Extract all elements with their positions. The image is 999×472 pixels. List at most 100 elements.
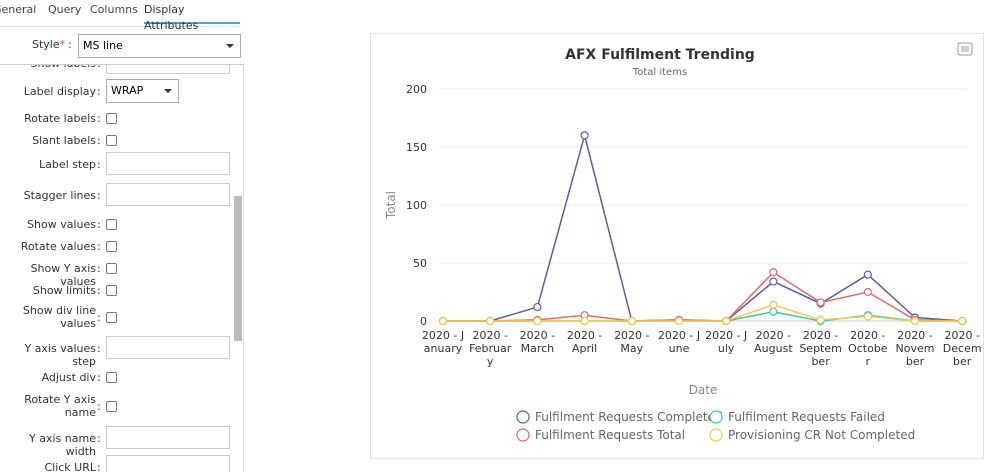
legend-marker xyxy=(709,410,723,424)
point xyxy=(816,298,825,307)
checkbox[interactable] xyxy=(106,241,117,252)
checkbox[interactable] xyxy=(106,372,117,383)
y-tick-label: 100 xyxy=(406,199,427,212)
point xyxy=(863,312,872,321)
x-tick-label: 2020 - December xyxy=(942,329,982,368)
point xyxy=(486,316,495,326)
text-input[interactable] xyxy=(106,455,230,472)
text-input[interactable] xyxy=(106,426,230,449)
text-input[interactable] xyxy=(106,336,230,359)
y-tick-label: 50 xyxy=(413,257,427,270)
separator: : xyxy=(97,134,101,147)
style-label: Style* xyxy=(32,38,65,51)
legend-label: Fulfilment Requests Total xyxy=(535,428,685,442)
point xyxy=(627,316,636,326)
field-label: Show labels xyxy=(4,65,96,70)
select-value: WRAP xyxy=(111,84,144,97)
menu-button[interactable] xyxy=(957,42,973,56)
series-line xyxy=(443,303,963,322)
legend-label: Provisioning CR Not Completed xyxy=(728,428,915,442)
separator: : xyxy=(97,284,101,297)
select[interactable]: WRAP xyxy=(106,79,179,103)
point xyxy=(769,307,778,316)
select-value: MS line xyxy=(83,39,123,52)
x-tick-label: 2020 - February xyxy=(469,329,512,368)
separator: : xyxy=(97,65,101,70)
checkbox[interactable] xyxy=(106,285,117,296)
checkbox[interactable] xyxy=(106,219,117,230)
field-label: Rotate Y axis name xyxy=(24,393,96,419)
series xyxy=(438,307,967,326)
point xyxy=(580,316,589,326)
x-tick-label: 2020 - August xyxy=(754,329,793,355)
separator: : xyxy=(97,311,101,324)
field-label: Slant labels xyxy=(32,134,96,147)
field-label: Rotate values xyxy=(20,240,96,253)
separator: : xyxy=(97,400,101,413)
x-tick-label: 2020 - January xyxy=(421,329,465,355)
series xyxy=(438,268,967,326)
checkbox[interactable] xyxy=(106,263,117,274)
separator: : xyxy=(97,342,101,355)
chart-card: AFX Fulfilment Trending Total items Tota… xyxy=(370,33,984,459)
checkbox[interactable] xyxy=(106,401,117,412)
y-tick-label: 0 xyxy=(420,315,427,328)
label-text: Style xyxy=(32,38,60,51)
point xyxy=(533,302,542,312)
separator: : xyxy=(97,158,101,171)
series-line xyxy=(443,132,963,322)
x-tick-label: 2020 - July xyxy=(705,329,748,355)
separator: : xyxy=(97,371,101,384)
point xyxy=(438,316,448,326)
x-tick-label: 2020 - June xyxy=(657,329,701,355)
series-line xyxy=(443,271,963,322)
point xyxy=(580,131,589,140)
chart: AFX Fulfilment Trending Total items Tota… xyxy=(384,42,973,442)
x-tick-label: 2020 - April xyxy=(566,329,603,355)
chart-title: AFX Fulfilment Trending xyxy=(565,47,755,63)
field-label: Show div line values xyxy=(22,304,96,330)
checkbox[interactable] xyxy=(106,135,117,146)
legend-marker xyxy=(709,428,723,442)
separator: : xyxy=(97,189,101,202)
style-select[interactable]: MS line xyxy=(78,34,241,58)
point xyxy=(958,316,967,326)
field-label: Click URL xyxy=(44,461,96,472)
point xyxy=(863,270,872,279)
field-label: Label step xyxy=(39,158,96,171)
text-input[interactable] xyxy=(106,65,230,74)
tab[interactable]: Columns xyxy=(90,3,138,16)
x-tick-label: 2020 - November xyxy=(895,329,935,368)
required-mark: * xyxy=(59,38,66,51)
x-tick-label: 2020 - May xyxy=(614,329,650,355)
field-label: Adjust div xyxy=(41,371,96,384)
field-label: Show Y axis values xyxy=(30,262,96,288)
text-input[interactable] xyxy=(106,152,230,175)
field-label: Rotate labels xyxy=(24,112,96,125)
separator: : xyxy=(97,240,101,253)
separator: : xyxy=(97,85,101,98)
separator: : xyxy=(68,38,72,51)
field-label: Y axis name width xyxy=(29,432,96,458)
scrollbar[interactable] xyxy=(234,196,242,341)
y-axis-title: Total xyxy=(384,191,398,220)
point xyxy=(910,316,920,326)
tab[interactable]: Query xyxy=(48,3,82,16)
tab-bar: General Query Columns Display Attributes xyxy=(0,0,240,32)
point xyxy=(533,316,542,326)
x-tick-label: 2020 - September xyxy=(799,329,842,368)
y-tick-label: 200 xyxy=(406,83,427,96)
point xyxy=(816,315,825,324)
point xyxy=(722,316,731,326)
text-input[interactable] xyxy=(106,183,230,206)
tab[interactable]: General xyxy=(0,3,37,16)
style-row: Style* : MS line xyxy=(0,34,241,58)
point xyxy=(769,277,778,286)
point xyxy=(674,316,684,326)
checkbox[interactable] xyxy=(106,113,117,124)
separator: : xyxy=(97,432,101,445)
tab[interactable]: Display Attributes xyxy=(144,2,240,32)
checkbox[interactable] xyxy=(106,312,117,323)
